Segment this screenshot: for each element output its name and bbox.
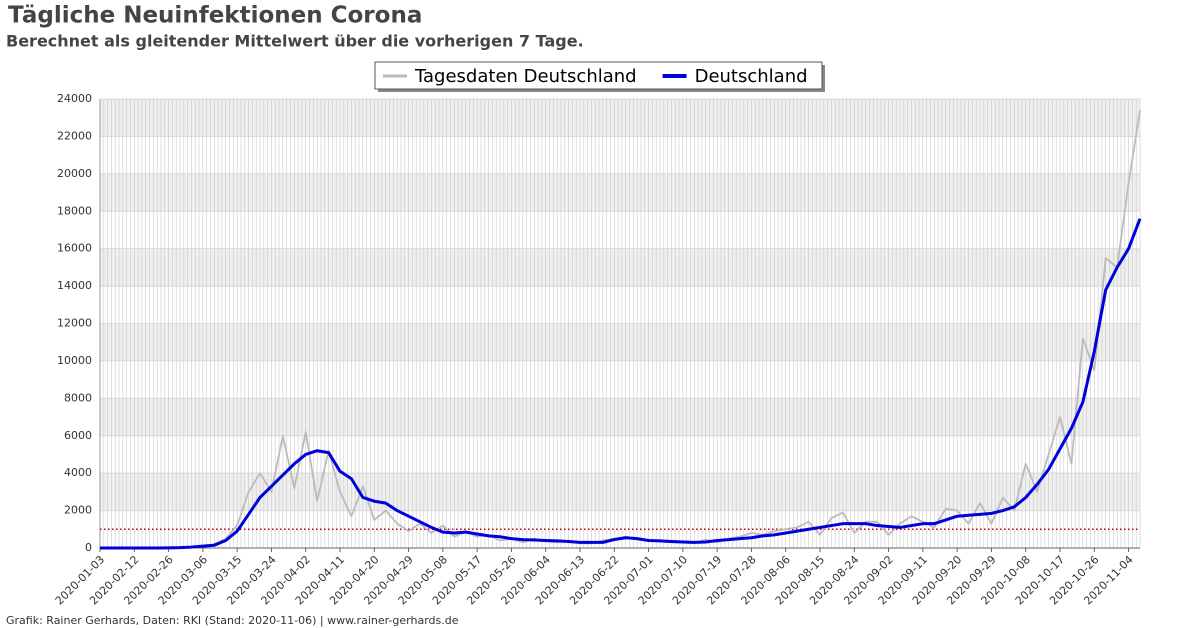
y-tick-label: 0 — [85, 541, 92, 554]
legend-box — [374, 61, 823, 90]
legend-label: Deutschland — [695, 66, 808, 87]
plot-area: 0 2000 4000 6000 8000 10000 12000 14000 16000 180… — [53, 92, 1142, 607]
chart-subtitle: Berechnet als gleitender Mittelwert über… — [6, 32, 584, 51]
y-tick-label: 12000 — [57, 317, 92, 330]
y-tick-label: 4000 — [64, 466, 92, 479]
y-tick-label: 20000 — [57, 167, 92, 180]
grid-band — [100, 173, 1140, 212]
grid-band — [100, 398, 1140, 436]
y-tick-label: 16000 — [57, 242, 92, 255]
y-tick-label: 14000 — [57, 279, 92, 292]
footer: Grafik: Rainer Gerhards, Daten: RKI (Sta… — [6, 614, 459, 627]
y-tick-label: 6000 — [64, 429, 92, 442]
chart-title: Tägliche Neuinfektionen Corona — [8, 3, 422, 29]
grid-band — [100, 248, 1140, 287]
y-tick-label: 10000 — [57, 354, 92, 367]
y-tick-label: 2000 — [64, 504, 92, 517]
y-tick-label: 24000 — [57, 92, 92, 105]
y-tick-label: 22000 — [57, 129, 92, 142]
y-tick-label: 8000 — [64, 391, 92, 404]
y-tick-label: 18000 — [57, 204, 92, 217]
legend: Tagesdaten Deutschland Deutschland — [374, 61, 825, 92]
series-line — [100, 218, 1142, 550]
grid-band — [100, 323, 1140, 361]
grid-band — [100, 99, 1140, 137]
legend-label: Tagesdaten Deutschland — [414, 66, 637, 87]
